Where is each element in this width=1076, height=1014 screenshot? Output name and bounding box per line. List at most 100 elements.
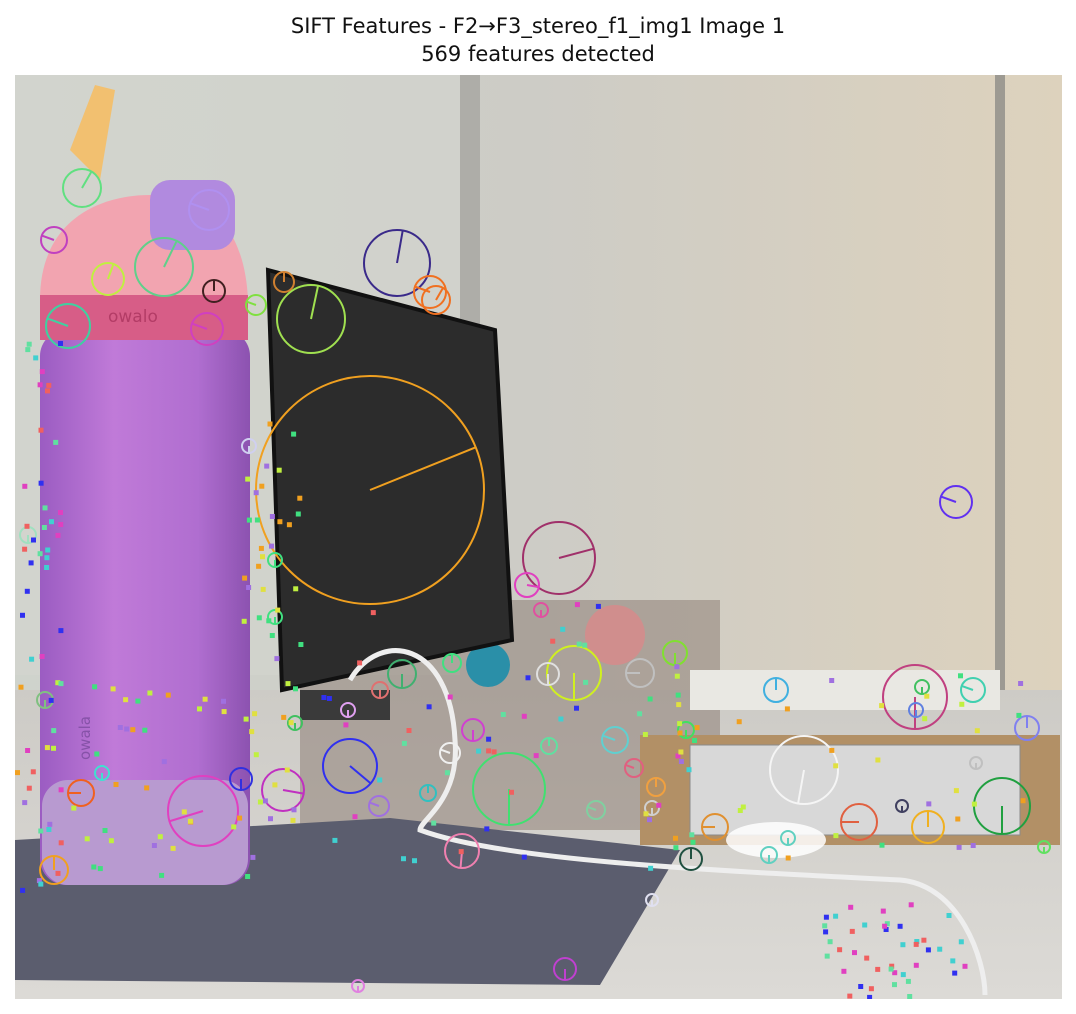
- sift-keypoint-dot: [737, 808, 743, 813]
- sift-keypoint-orientation: [414, 285, 431, 293]
- bottle-base: [42, 780, 248, 885]
- sift-keypoint-dot: [267, 421, 273, 427]
- sift-keypoint-dot: [829, 678, 835, 683]
- sift-keypoint-dot: [852, 950, 857, 956]
- sift-keypoint-dot: [28, 560, 34, 566]
- sift-keypoint-dot: [243, 716, 249, 722]
- sift-keypoint-dot: [246, 585, 252, 590]
- sift-keypoint-dot: [142, 727, 148, 733]
- sift-keypoint: [322, 738, 378, 794]
- sift-keypoint-dot: [343, 722, 349, 728]
- sift-keypoint: [914, 679, 930, 695]
- sift-keypoint-dot: [254, 517, 260, 523]
- sift-keypoint-dot: [276, 467, 282, 473]
- sift-keypoint: [229, 767, 253, 791]
- sift-keypoint-dot: [676, 702, 682, 708]
- sift-keypoint-dot: [952, 970, 958, 976]
- sift-keypoint-layer: [15, 168, 1051, 999]
- sift-keypoint-dot: [357, 660, 363, 666]
- sift-keypoint-dot: [22, 800, 28, 806]
- sift-keypoint-dot: [45, 388, 50, 394]
- sift-keypoint-orientation: [163, 240, 178, 268]
- sift-keypoint-dot: [221, 698, 226, 704]
- sift-keypoint: [167, 775, 239, 847]
- sift-keypoint-dot: [426, 704, 432, 710]
- sift-keypoint-dot: [647, 696, 653, 702]
- sift-keypoint-dot: [656, 802, 662, 808]
- figure-title-line2: 569 features detected: [421, 42, 655, 66]
- sift-keypoint: [439, 742, 461, 764]
- white-cable: [347, 648, 988, 996]
- sift-keypoint-dot: [827, 939, 833, 945]
- sift-keypoint: [644, 800, 660, 816]
- sift-keypoint-dot: [288, 720, 294, 726]
- sift-keypoint-dot: [868, 986, 874, 992]
- sift-keypoint-orientation: [625, 763, 635, 769]
- sift-keypoint-dot: [38, 828, 44, 834]
- sift-keypoint-dot: [833, 833, 839, 839]
- sift-keypoint-dot: [673, 845, 679, 851]
- sift-keypoint-dot: [962, 963, 968, 969]
- sift-keypoint-dot: [648, 865, 654, 871]
- sift-keypoint-orientation: [369, 801, 380, 807]
- paper-stack: [690, 670, 1000, 710]
- sift-keypoint-dot: [677, 730, 683, 736]
- sift-keypoint-dot: [15, 770, 20, 776]
- sift-keypoint-dot: [822, 923, 828, 929]
- sift-keypoint-dot: [447, 694, 453, 700]
- sift-keypoint: [939, 485, 973, 519]
- sift-keypoint-orientation: [191, 322, 208, 330]
- sift-keypoint-dot: [123, 697, 129, 703]
- sift-keypoint-dot: [321, 695, 327, 700]
- sift-keypoint: [62, 168, 102, 208]
- sift-keypoint-dot: [882, 923, 888, 929]
- sift-keypoint-dot: [674, 664, 680, 670]
- small-ball: [466, 643, 510, 687]
- sift-keypoint-dot: [165, 692, 171, 698]
- sift-keypoint-circle: [514, 572, 540, 598]
- sift-keypoint: [911, 810, 945, 844]
- sift-keypoint-dot: [444, 770, 450, 776]
- sift-keypoint-dot: [252, 711, 258, 717]
- sift-keypoint-dot: [44, 565, 50, 570]
- sift-keypoint-dot: [58, 681, 64, 687]
- sift-keypoint-dot: [135, 698, 141, 704]
- sift-keypoint: [351, 979, 365, 993]
- sift-keypoint-dot: [867, 994, 873, 999]
- sift-keypoint-dot: [22, 483, 28, 489]
- sift-keypoint: [241, 438, 257, 454]
- round-device: [726, 822, 826, 858]
- sift-keypoint-dot: [58, 840, 64, 846]
- sift-keypoint: [134, 237, 194, 297]
- sift-keypoint-dot: [925, 947, 931, 953]
- sift-keypoint: [601, 726, 629, 754]
- sift-keypoint-dot: [958, 939, 964, 945]
- sift-keypoint-dot: [377, 777, 383, 783]
- sift-keypoint-dot: [883, 927, 889, 932]
- sift-keypoint-dot: [42, 505, 48, 511]
- sift-keypoint: [202, 279, 226, 303]
- sift-keypoint-dot: [41, 525, 47, 530]
- pink-toy: [585, 605, 645, 665]
- sift-keypoint-dot: [491, 749, 497, 755]
- sift-keypoint: [760, 846, 778, 864]
- sift-keypoint-dot: [147, 690, 153, 696]
- sift-keypoint-dot: [946, 913, 952, 918]
- sift-keypoint-dot: [647, 817, 652, 823]
- sift-keypoint-dot: [823, 914, 829, 920]
- sift-keypoint-dot: [880, 908, 886, 914]
- sift-keypoint: [413, 275, 447, 309]
- sift-keypoint-dot: [246, 517, 252, 523]
- bottle-handle: [70, 85, 115, 180]
- sift-keypoint: [39, 855, 69, 885]
- sift-keypoint-dot: [31, 537, 36, 543]
- sift-keypoint-dot: [221, 709, 227, 715]
- sift-keypoint: [245, 294, 267, 316]
- sift-keypoint-dot: [297, 495, 303, 501]
- sift-keypoint-dot: [1018, 681, 1024, 686]
- sift-keypoint-dot: [284, 767, 290, 773]
- sift-keypoint-dot: [879, 842, 885, 848]
- sift-keypoint-orientation: [282, 789, 304, 795]
- sift-keypoint-dot: [293, 586, 299, 592]
- sift-keypoint-dot: [913, 941, 919, 947]
